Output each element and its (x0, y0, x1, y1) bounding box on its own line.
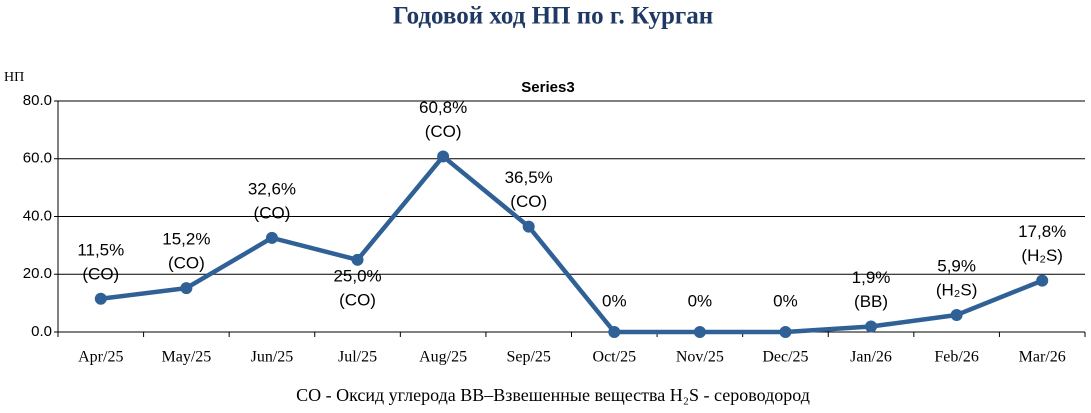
x-tick-label: Jun/25 (251, 349, 294, 366)
data-label: 5,9% (937, 256, 976, 275)
data-point (1036, 274, 1049, 287)
data-label-pollutant: (H₂S) (1021, 246, 1063, 265)
data-label-pollutant: (ВВ) (854, 292, 888, 311)
x-tick-label: Jan/26 (850, 349, 892, 366)
data-label: 32,6% (248, 179, 296, 198)
y-tick-label: 0.0 (31, 323, 52, 340)
data-label-pollutant: (CO) (339, 290, 376, 309)
y-axis-label: НП (4, 70, 24, 85)
y-tick-label: 40.0 (23, 207, 52, 224)
x-tick-label: Aug/25 (419, 349, 467, 366)
series-title: Series3 (521, 79, 574, 96)
x-tick-label: Nov/25 (676, 349, 724, 366)
y-tick-label: 20.0 (23, 265, 52, 282)
footnote: CO - Оксид углерода ВВ–Взвешенные вещест… (296, 385, 810, 405)
data-point (865, 320, 878, 333)
data-point (950, 308, 963, 321)
data-point (693, 326, 706, 338)
x-tick-label: Jul/25 (338, 349, 377, 366)
x-tick-label: Apr/25 (78, 349, 123, 366)
data-label-pollutant: (CO) (168, 254, 205, 273)
line-series (100, 154, 1044, 335)
data-point (522, 220, 535, 233)
x-tick-label: May/25 (161, 349, 211, 366)
data-point (265, 231, 278, 244)
data-point (180, 282, 193, 295)
x-tick-label: Dec/25 (762, 349, 808, 366)
data-label: 60,8% (419, 98, 467, 117)
y-tick-label: 80.0 (23, 92, 52, 109)
data-label: 0% (688, 291, 713, 310)
data-label-pollutant: (CO) (254, 203, 291, 222)
data-label-pollutant: (CO) (425, 122, 462, 141)
data-label: 0% (602, 291, 627, 310)
x-tick-label: Feb/26 (934, 349, 978, 366)
data-point (351, 253, 364, 266)
data-point (779, 326, 792, 338)
data-label: 36,5% (505, 168, 553, 187)
data-label-pollutant: (CO) (510, 192, 547, 211)
data-label: 0% (773, 291, 798, 310)
data-point (437, 150, 450, 163)
data-point (94, 292, 107, 305)
data-label: 1,9% (852, 268, 891, 287)
y-tick-label: 60.0 (23, 150, 52, 167)
x-tick-label: Sep/25 (506, 349, 550, 366)
data-label: 15,2% (162, 230, 210, 249)
data-label: 25,0% (333, 266, 381, 285)
data-point (608, 326, 621, 338)
x-tick-label: Oct/25 (593, 349, 637, 366)
data-label-pollutant: (CO) (82, 264, 119, 283)
data-label: 17,8% (1018, 222, 1066, 241)
data-label-pollutant: (H₂S) (936, 280, 978, 299)
chart-title: Годовой ход НП по г. Курган (393, 3, 713, 30)
x-tick-label: Mar/26 (1019, 349, 1066, 366)
data-label: 11,5% (77, 240, 124, 259)
